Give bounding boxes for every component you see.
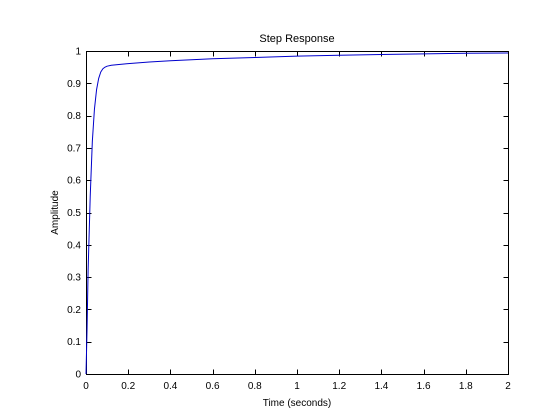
plot-area: [86, 51, 509, 375]
series-layer: [85, 52, 509, 375]
x-tick-label: 1.2: [332, 381, 346, 392]
y-tick-label: 0.3: [67, 273, 81, 284]
y-tick-label: 0.6: [67, 176, 81, 187]
y-tick-label: 0.2: [67, 305, 81, 316]
x-tick-label: 1.6: [417, 381, 431, 392]
y-tick-label: 0.8: [67, 111, 81, 122]
chart-title: Step Response: [259, 33, 334, 45]
x-tick-label: 2: [505, 381, 511, 392]
x-tick-label: 0.4: [163, 381, 177, 392]
y-axis-label: Amplitude: [50, 190, 61, 235]
x-tick-label: 0.8: [248, 381, 262, 392]
y-tick-label: 0.4: [67, 240, 81, 251]
series-line: [85, 52, 509, 375]
x-tick-label: 0.6: [206, 381, 220, 392]
x-tick-label: 0.2: [121, 381, 135, 392]
x-tick-label: 1: [294, 381, 300, 392]
y-tick-label: 0: [75, 370, 81, 381]
x-tick-label: 0: [83, 381, 89, 392]
x-axis-label: Time (seconds): [263, 398, 332, 409]
y-tick-label: 0.7: [67, 143, 81, 154]
y-tick-label: 1: [75, 47, 81, 58]
y-tick-label: 0.1: [67, 337, 81, 348]
y-tick-label: 0.5: [67, 208, 81, 219]
axis-ticks: 0 0.2 0.4 0.6 0.8 1 1.2 1.4 1.6 1.8 2 0 0.1 0.2 0.3 0.4…: [67, 47, 511, 393]
x-tick-label: 1.4: [374, 381, 388, 392]
x-tick-label: 1.8: [459, 381, 473, 392]
y-tick-label: 0.9: [67, 79, 81, 90]
